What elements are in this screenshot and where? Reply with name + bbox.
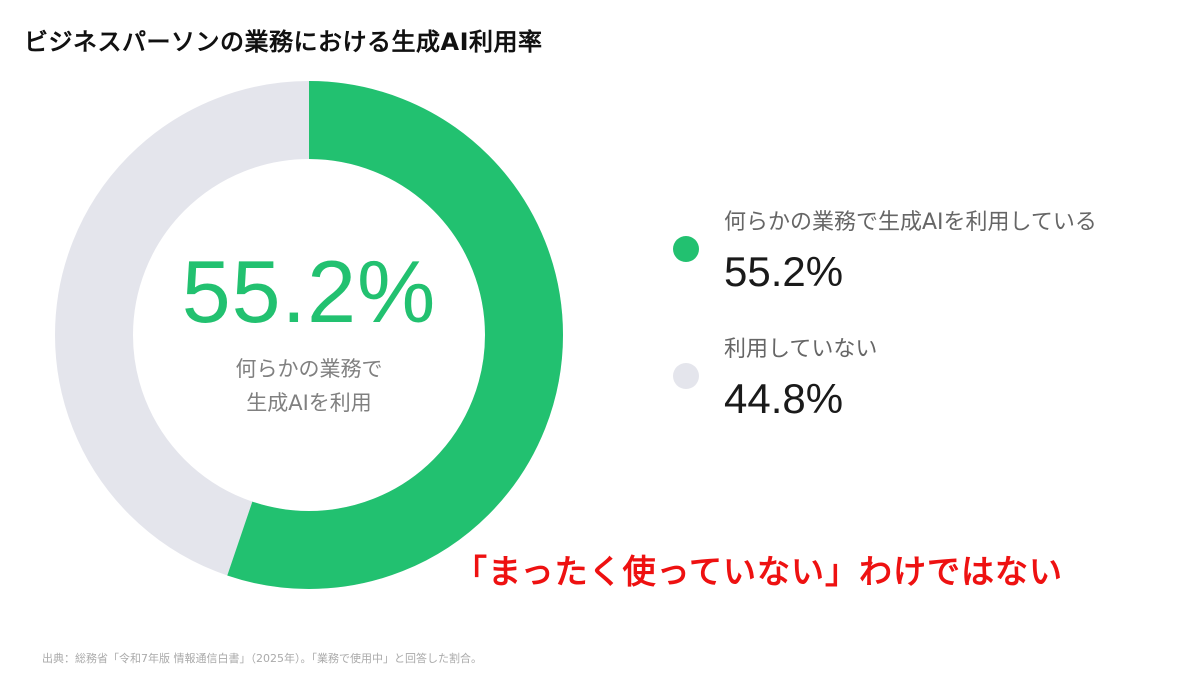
legend-value: 55.2% xyxy=(724,248,844,295)
legend-dot-icon xyxy=(673,236,699,262)
source-note: 出典：総務省「令和7年版 情報通信白書」（2025年）。「業務で使用中」と回答し… xyxy=(42,652,482,665)
callout-text: 「まったく使っていない」わけではない xyxy=(454,552,1064,591)
center-percentage: 55.2% xyxy=(181,242,437,341)
center-caption-line2: 生成AIを利用 xyxy=(246,391,372,415)
center-caption: 何らかの業務で 生成AIを利用 xyxy=(109,352,509,420)
legend-dot-icon xyxy=(673,363,699,389)
chart-title: ビジネスパーソンの業務における生成AI利用率 xyxy=(24,28,543,56)
center-caption-line1: 何らかの業務で xyxy=(235,357,383,381)
legend-value: 44.8% xyxy=(724,375,844,422)
donut-segment-used xyxy=(55,81,563,589)
legend-label: 利用していない xyxy=(724,337,878,362)
legend-label: 何らかの業務で生成AIを利用している xyxy=(724,210,1097,235)
